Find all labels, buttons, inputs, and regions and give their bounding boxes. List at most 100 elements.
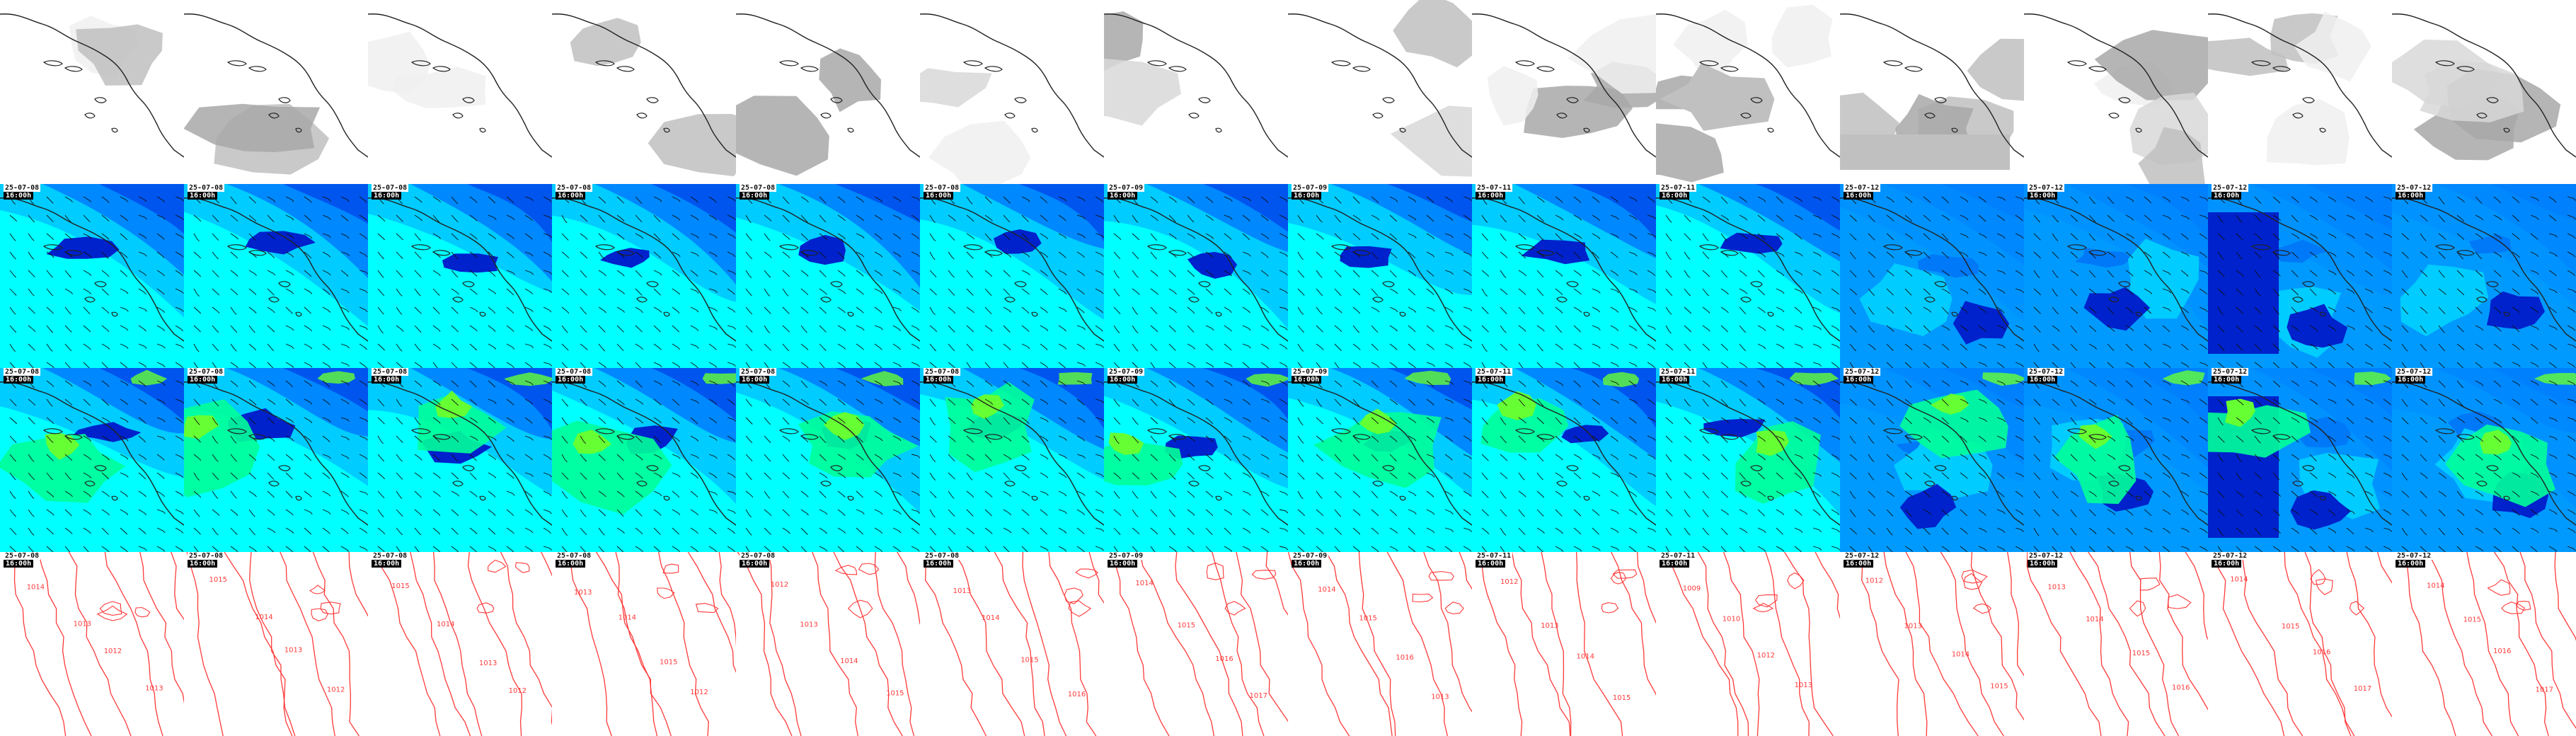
map-canvas xyxy=(552,184,736,368)
map-panel-wind-speed-850-9: 25-07-11 16:00h xyxy=(1472,184,1656,368)
time-label: 25-07-08 16:00h xyxy=(740,184,777,200)
time-label: 25-07-09 16:00h xyxy=(1292,184,1329,200)
isobar-label: 1013 xyxy=(145,685,163,693)
map-canvas xyxy=(2392,368,2576,552)
map-canvas xyxy=(1656,184,1840,368)
isobar-label: 1016 xyxy=(1068,691,1086,698)
map-panel-wind-speed-850-12: 25-07-12 16:00h xyxy=(2024,184,2208,368)
map-panel-wind-speed-surface-5: 25-07-08 16:00h xyxy=(736,368,920,552)
map-panel-precip-cloud-6 xyxy=(920,0,1104,184)
map-canvas xyxy=(2208,368,2392,552)
isobar-label: 1016 xyxy=(2172,684,2190,691)
map-panel-wind-speed-surface-2: 25-07-08 16:00h xyxy=(184,368,368,552)
map-canvas xyxy=(1472,0,1656,184)
isobar-label: 1012 xyxy=(690,689,708,696)
time-label-date: 25-07-08 xyxy=(924,368,961,376)
map-panel-wind-speed-850-2: 25-07-08 16:00h xyxy=(184,184,368,368)
time-label-date: 25-07-12 xyxy=(2028,552,2065,560)
time-label: 25-07-08 16:00h xyxy=(924,552,961,568)
time-label: 25-07-08 16:00h xyxy=(924,368,961,384)
time-label-date: 25-07-08 xyxy=(188,368,225,376)
time-label-hour: 16:00h xyxy=(1844,560,1874,568)
map-panel-pressure-isobars-5: 1012 1013 1014 1015 25-07-08 16:00h xyxy=(736,552,920,736)
time-label: 25-07-11 16:00h xyxy=(1660,368,1697,384)
time-label-hour: 16:00h xyxy=(740,560,770,568)
time-label-hour: 16:00h xyxy=(924,560,954,568)
time-label-hour: 16:00h xyxy=(2028,376,2058,384)
map-panel-precip-cloud-14 xyxy=(2392,0,2576,184)
map-panel-precip-cloud-12 xyxy=(2024,0,2208,184)
time-label: 25-07-08 16:00h xyxy=(372,184,409,200)
time-label-hour: 16:00h xyxy=(740,192,770,200)
time-label-date: 25-07-08 xyxy=(924,552,961,560)
time-label-hour: 16:00h xyxy=(1108,192,1138,200)
map-canvas: 1015 1014 1013 1012 xyxy=(368,552,552,736)
map-canvas xyxy=(1104,184,1288,368)
time-label-date: 25-07-08 xyxy=(740,368,777,376)
isobar-label: 1012 xyxy=(327,686,345,694)
time-label-date: 25-07-11 xyxy=(1476,184,1513,192)
time-label-date: 25-07-09 xyxy=(1292,184,1329,192)
map-canvas: 1014 1015 1016 1017 xyxy=(2208,552,2392,736)
time-label-hour: 16:00h xyxy=(556,376,586,384)
time-label-hour: 16:00h xyxy=(1476,376,1506,384)
time-label: 25-07-12 16:00h xyxy=(1844,184,1881,200)
time-label-hour: 16:00h xyxy=(2396,192,2426,200)
map-canvas xyxy=(368,184,552,368)
map-canvas: 1014 1013 1012 1013 xyxy=(0,552,184,736)
isobar-label: 1014 xyxy=(437,621,454,628)
isobar-label: 1014 xyxy=(1318,586,1335,594)
time-label-hour: 16:00h xyxy=(1292,192,1322,200)
isobar-label: 1016 xyxy=(2493,648,2511,655)
time-label-date: 25-07-09 xyxy=(1108,368,1145,376)
time-label-date: 25-07-08 xyxy=(372,552,409,560)
map-canvas xyxy=(2208,184,2392,368)
map-panel-precip-cloud-4 xyxy=(552,0,736,184)
isobar-label: 1015 xyxy=(1359,615,1376,623)
isobar-label: 1014 xyxy=(2086,616,2103,623)
map-panel-precip-cloud-13 xyxy=(2208,0,2392,184)
time-label-hour: 16:00h xyxy=(2212,376,2242,384)
map-canvas: 1013 1014 1015 1016 xyxy=(920,552,1104,736)
map-panel-wind-speed-850-3: 25-07-08 16:00h xyxy=(368,184,552,368)
time-label-hour: 16:00h xyxy=(1476,192,1506,200)
map-panel-precip-cloud-3 xyxy=(368,0,552,184)
time-label-hour: 16:00h xyxy=(1108,376,1138,384)
map-panel-wind-speed-850-11: 25-07-12 16:00h xyxy=(1840,184,2024,368)
time-label-hour: 16:00h xyxy=(188,560,218,568)
time-label: 25-07-08 16:00h xyxy=(4,552,41,568)
map-canvas xyxy=(2024,0,2208,184)
time-label: 25-07-08 16:00h xyxy=(924,184,961,200)
time-label-date: 25-07-08 xyxy=(924,184,961,192)
time-label: 25-07-11 16:00h xyxy=(1476,184,1513,200)
isobar-label: 1012 xyxy=(509,687,527,695)
isobar-label: 1014 xyxy=(255,614,272,621)
isobar-label: 1014 xyxy=(619,614,636,621)
map-canvas xyxy=(0,368,184,552)
time-label: 25-07-12 16:00h xyxy=(2028,184,2065,200)
map-canvas xyxy=(1472,368,1656,552)
isobar-label: 1014 xyxy=(982,614,999,622)
time-label-date: 25-07-08 xyxy=(4,368,41,376)
time-label: 25-07-08 16:00h xyxy=(4,368,41,384)
time-label-hour: 16:00h xyxy=(1844,376,1874,384)
map-canvas: 1013 1014 1015 1012 xyxy=(552,552,736,736)
map-panel-pressure-isobars-13: 1014 1015 1016 1017 25-07-12 16:00h xyxy=(2208,552,2392,736)
map-canvas xyxy=(1288,368,1472,552)
isobar-label: 1013 xyxy=(479,660,497,667)
isobar-label: 1015 xyxy=(1613,694,1631,702)
isobar-label: 1013 xyxy=(1904,623,1922,631)
time-label: 25-07-08 16:00h xyxy=(556,184,593,200)
time-label: 25-07-08 16:00h xyxy=(4,184,41,200)
isobar-label: 1015 xyxy=(1990,683,2008,691)
time-label: 25-07-09 16:00h xyxy=(1108,552,1145,568)
map-canvas: 1014 1015 1016 1017 xyxy=(1104,552,1288,736)
map-canvas xyxy=(920,184,1104,368)
time-label-hour: 16:00h xyxy=(188,192,218,200)
time-label-date: 25-07-11 xyxy=(1476,552,1513,560)
time-label: 25-07-08 16:00h xyxy=(188,552,225,568)
map-panel-precip-cloud-11 xyxy=(1840,0,2024,184)
time-label-hour: 16:00h xyxy=(4,192,34,200)
map-panel-precip-cloud-1 xyxy=(0,0,184,184)
map-canvas xyxy=(2208,0,2392,184)
